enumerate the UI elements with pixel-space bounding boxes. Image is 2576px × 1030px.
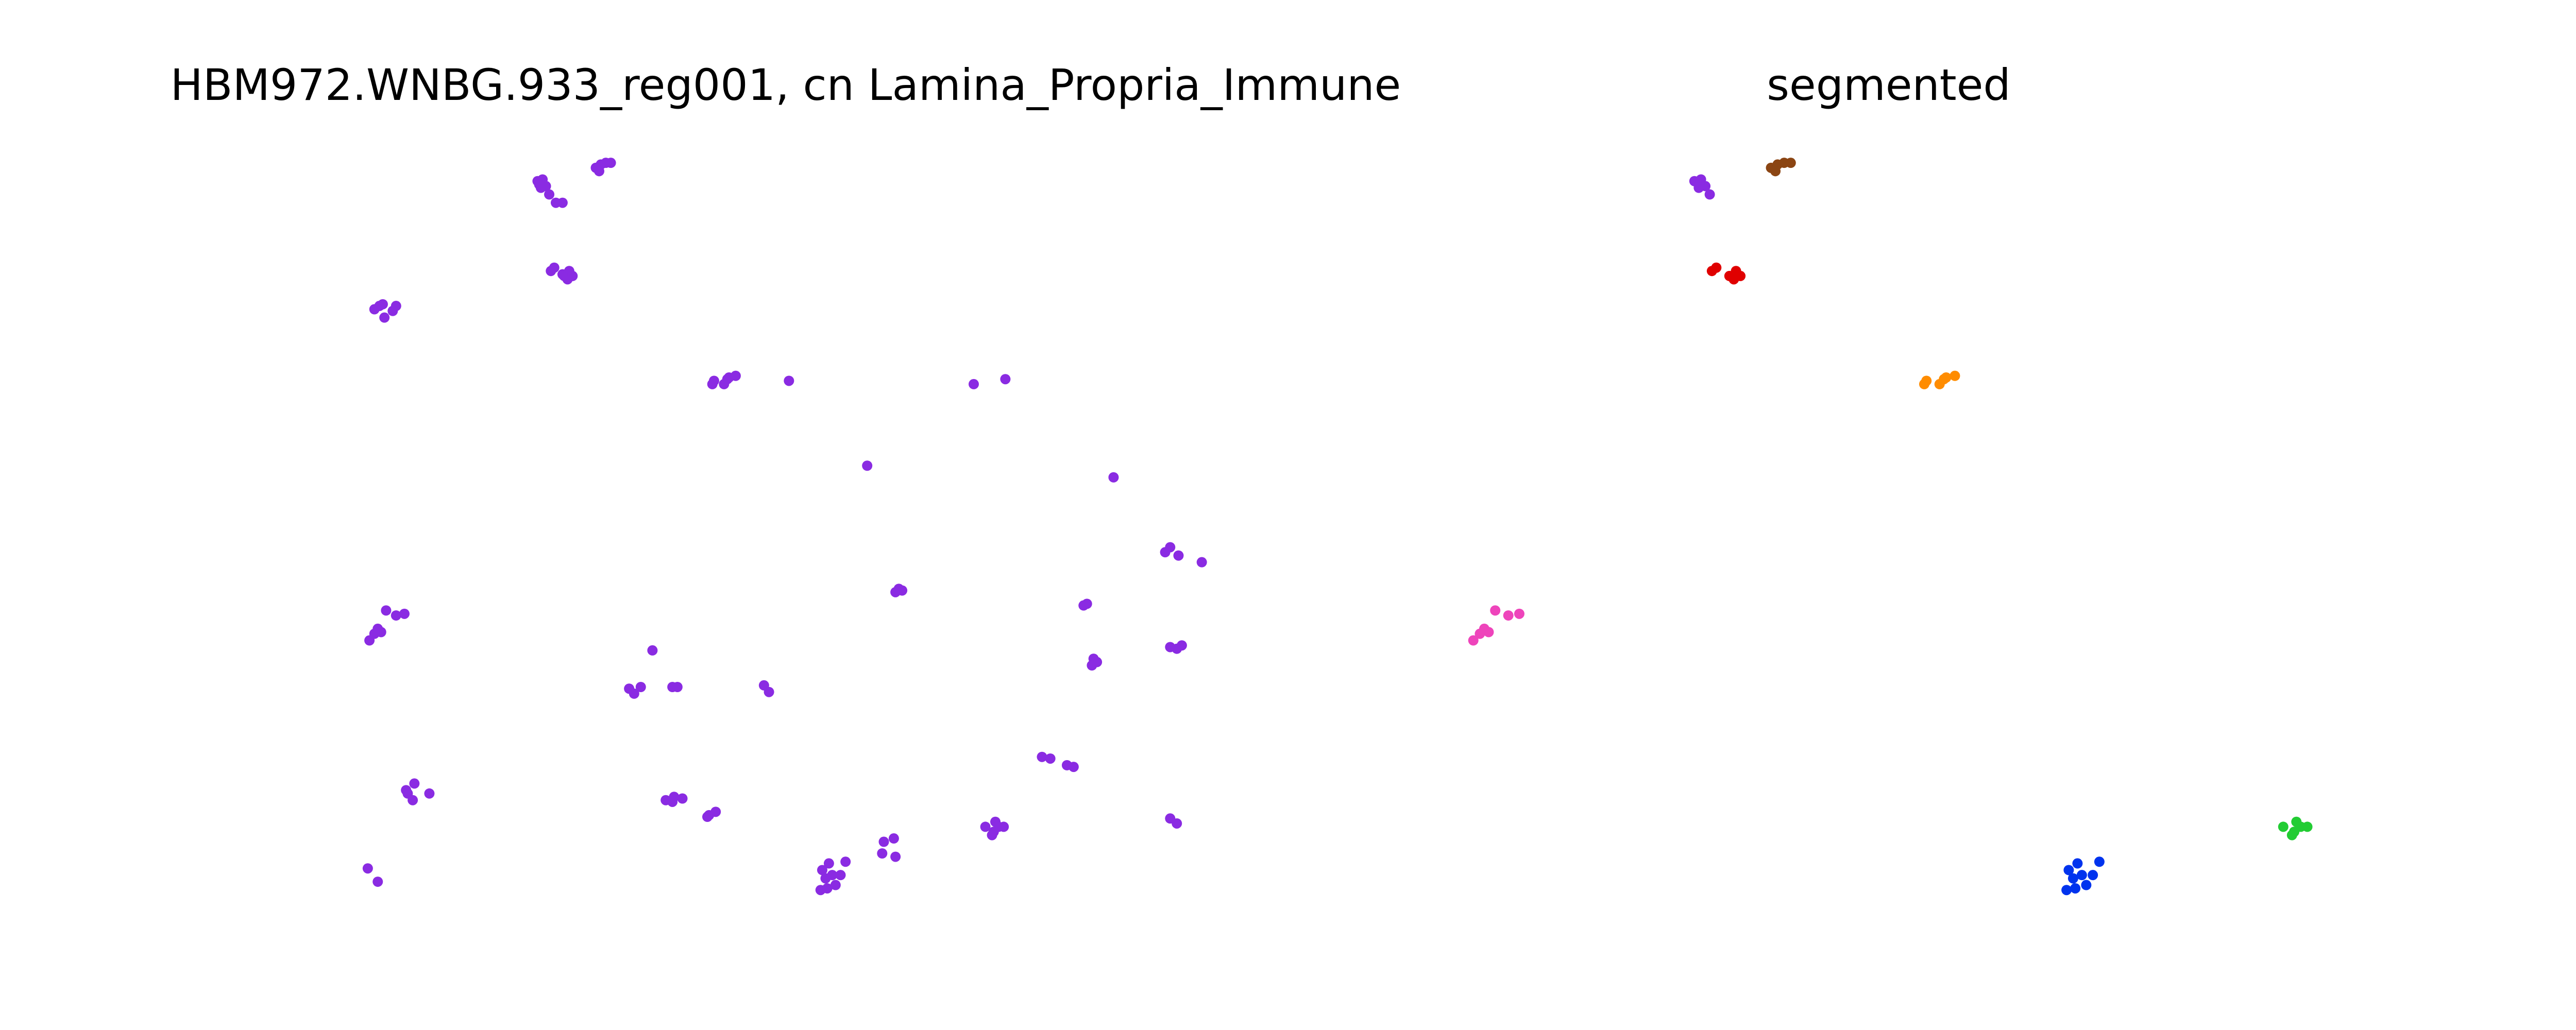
point xyxy=(677,793,688,804)
point xyxy=(594,166,604,177)
point xyxy=(878,836,889,847)
point xyxy=(549,262,560,273)
point xyxy=(820,873,831,884)
point xyxy=(369,628,380,639)
point xyxy=(1950,370,1960,381)
point xyxy=(2061,885,2072,896)
point xyxy=(722,374,733,385)
point xyxy=(823,858,834,869)
point xyxy=(1196,557,1207,568)
point xyxy=(1514,608,1524,619)
point xyxy=(877,848,888,859)
point xyxy=(1037,751,1047,762)
point xyxy=(557,269,568,280)
point xyxy=(2081,880,2092,890)
point xyxy=(1704,189,1715,200)
point xyxy=(2088,870,2098,881)
point xyxy=(408,795,418,805)
point xyxy=(764,686,774,697)
point xyxy=(379,312,390,323)
point xyxy=(391,610,401,621)
point xyxy=(2094,856,2105,867)
point xyxy=(1711,262,1722,273)
point xyxy=(822,883,833,894)
point xyxy=(401,785,412,796)
point xyxy=(2076,870,2087,881)
point xyxy=(862,460,873,471)
point xyxy=(817,865,827,876)
point xyxy=(702,812,713,822)
point xyxy=(647,645,658,656)
point xyxy=(1173,550,1184,561)
point xyxy=(534,179,545,190)
point xyxy=(2063,865,2074,876)
point xyxy=(1693,182,1704,193)
point xyxy=(969,379,979,389)
point xyxy=(2070,883,2081,894)
point xyxy=(840,856,851,867)
point xyxy=(424,788,435,799)
point xyxy=(2067,873,2078,884)
point xyxy=(1939,374,1950,385)
chart-title: segmented xyxy=(1767,60,2010,110)
point xyxy=(1728,274,1739,285)
point xyxy=(605,158,616,168)
point xyxy=(1468,635,1479,646)
point xyxy=(672,682,683,693)
point xyxy=(1475,628,1485,639)
point xyxy=(362,863,373,874)
point xyxy=(1490,605,1501,616)
point xyxy=(557,197,568,208)
point xyxy=(980,821,991,832)
point xyxy=(897,585,908,596)
point xyxy=(1000,374,1011,385)
point xyxy=(1483,627,1494,638)
point xyxy=(399,608,410,619)
point xyxy=(2302,821,2313,832)
point xyxy=(998,821,1009,832)
point xyxy=(784,375,794,386)
point xyxy=(381,605,392,616)
point xyxy=(1045,753,1056,764)
point xyxy=(708,375,719,386)
point xyxy=(409,778,420,789)
point xyxy=(990,816,1001,827)
point xyxy=(1785,158,1796,168)
point xyxy=(730,370,741,381)
point xyxy=(710,806,721,817)
point xyxy=(377,299,388,310)
point xyxy=(830,880,841,890)
point xyxy=(1921,375,1932,386)
point xyxy=(391,301,401,312)
point xyxy=(2278,821,2289,832)
point xyxy=(2072,858,2083,869)
point xyxy=(835,870,846,881)
point xyxy=(1068,762,1079,772)
point xyxy=(1172,818,1182,829)
point xyxy=(1081,598,1092,609)
point xyxy=(372,877,383,887)
point xyxy=(2286,830,2297,840)
point xyxy=(890,851,901,862)
point xyxy=(667,796,678,807)
point xyxy=(2291,816,2302,827)
point xyxy=(1087,660,1097,671)
point xyxy=(629,688,639,699)
point xyxy=(1165,542,1176,553)
point xyxy=(544,189,555,200)
chart-title: HBM972.WNBG.933_reg001, cn Lamina_Propri… xyxy=(171,60,1401,110)
point xyxy=(635,682,646,693)
point xyxy=(987,830,997,840)
point xyxy=(888,833,899,844)
point xyxy=(1108,472,1119,483)
point xyxy=(1176,640,1187,651)
point xyxy=(1770,166,1781,177)
point xyxy=(1503,610,1514,621)
